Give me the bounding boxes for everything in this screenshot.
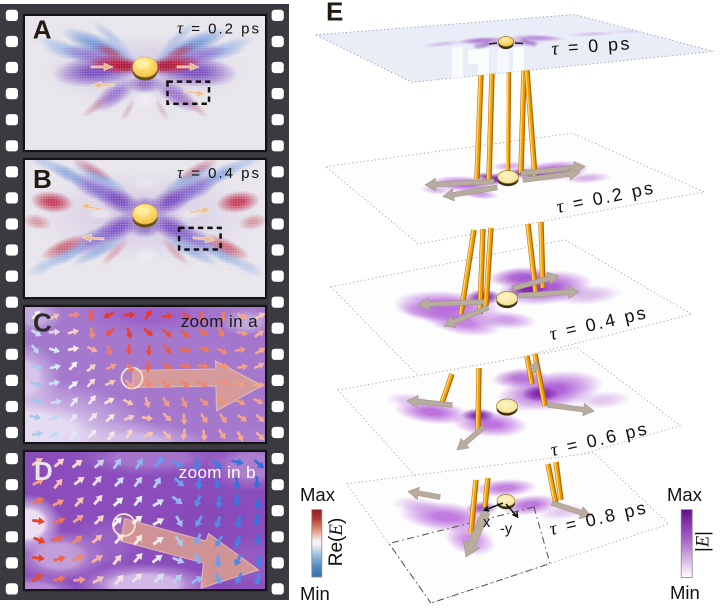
svg-text:Max: Max [300, 484, 336, 505]
svg-text:A: A [33, 15, 52, 45]
svg-text:Min: Min [300, 583, 330, 604]
svg-text:τ = 0.4 ps: τ = 0.4 ps [177, 163, 261, 182]
svg-text:B: B [33, 164, 52, 194]
svg-text:|E|: |E| [692, 531, 714, 552]
svg-text:C: C [33, 308, 52, 338]
svg-text:-y: -y [500, 522, 513, 538]
svg-text:Min: Min [670, 582, 700, 603]
svg-text:zoom in b: zoom in b [179, 463, 256, 482]
svg-text:D: D [34, 456, 53, 486]
svg-text:τ = 0.2 ps: τ = 0.2 ps [177, 19, 261, 38]
svg-text:Max: Max [667, 484, 703, 505]
svg-text:x: x [483, 515, 491, 531]
svg-text:zoom in a: zoom in a [181, 312, 258, 331]
svg-text:Re(E): Re(E) [326, 518, 347, 567]
svg-text:E: E [326, 0, 343, 27]
